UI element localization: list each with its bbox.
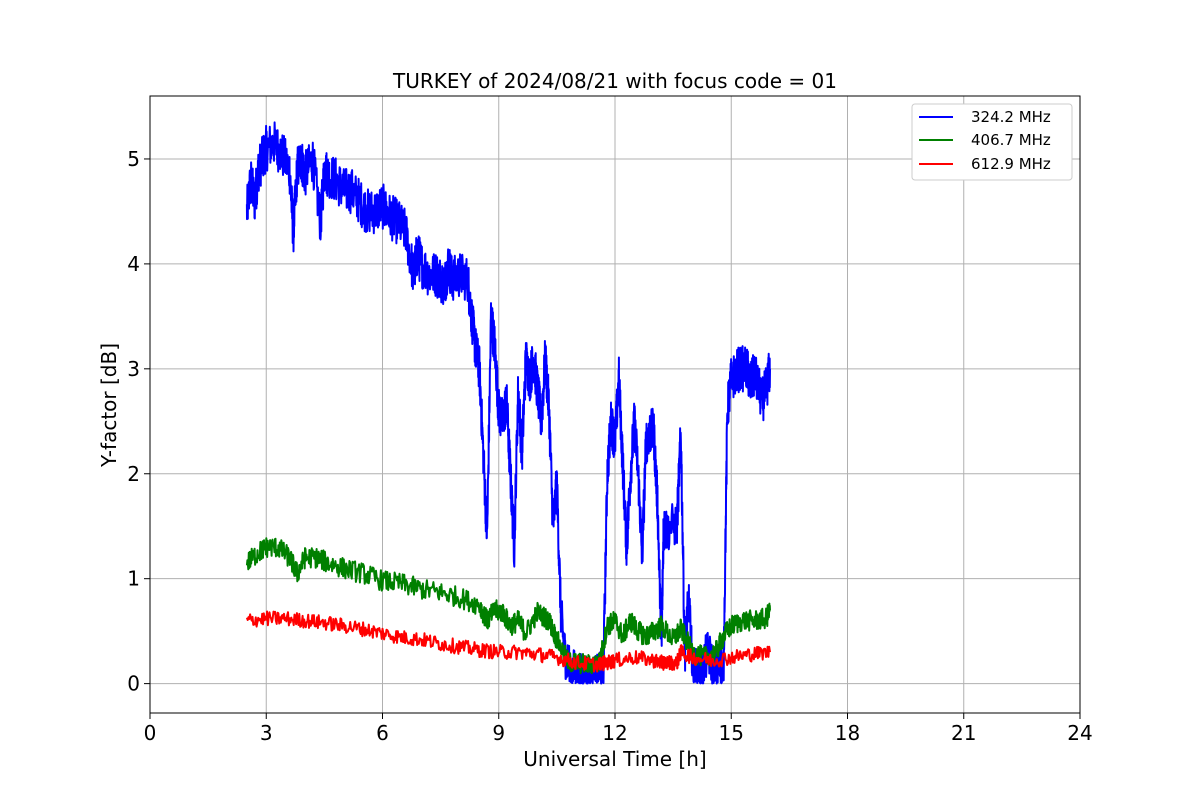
series-line-1 (245, 537, 771, 675)
y-tick-label: 0 (127, 672, 140, 696)
y-tick-label: 3 (127, 357, 140, 381)
y-tick-label: 2 (127, 462, 140, 486)
x-tick-label: 18 (835, 721, 860, 745)
legend-label-612: 612.9 MHz (971, 155, 1051, 173)
y-tick-label: 5 (127, 147, 140, 171)
y-tick-label: 1 (127, 567, 140, 591)
y-tick-label: 4 (127, 252, 140, 276)
legend-box (911, 103, 1073, 181)
legend-label-406: 406.7 MHz (971, 131, 1051, 149)
series-line-2 (245, 610, 771, 673)
y-axis-label: Y-factor [dB] (97, 343, 121, 468)
series-line-0 (245, 121, 771, 685)
x-tick-label: 3 (260, 721, 273, 745)
series-lines (245, 121, 771, 685)
x-tick-label: 12 (602, 721, 627, 745)
x-tick-label: 0 (144, 721, 157, 745)
chart-title: TURKEY of 2024/08/21 with focus code = 0… (392, 69, 837, 93)
x-tick-label: 6 (376, 721, 389, 745)
x-tick-label: 21 (951, 721, 976, 745)
x-tick-label: 9 (492, 721, 505, 745)
legend: 324.2 MHz 406.7 MHz 612.9 MHz (911, 103, 1073, 181)
x-tick-label: 15 (719, 721, 744, 745)
x-axis-label: Universal Time [h] (523, 747, 706, 771)
grid (149, 96, 1081, 713)
x-tick-label: 24 (1067, 721, 1092, 745)
legend-label-324: 324.2 MHz (971, 108, 1051, 126)
